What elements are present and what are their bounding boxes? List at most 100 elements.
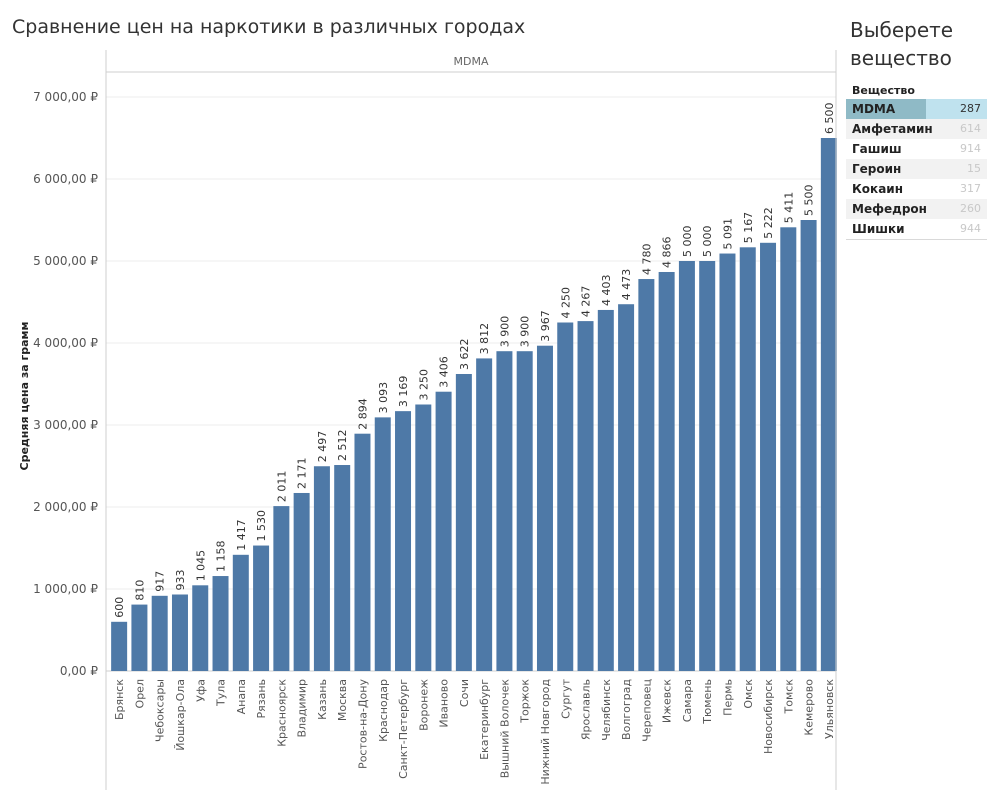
bar (760, 242, 777, 671)
x-tick-label: Владимир (296, 679, 309, 738)
value-label: 5 222 (762, 207, 775, 239)
filter-item-label: Героин (852, 162, 902, 176)
value-label: 3 812 (478, 323, 491, 355)
bar (374, 417, 391, 671)
bar (516, 351, 533, 671)
filter-item-label: MDMA (852, 102, 896, 116)
filter-item-count: 15 (967, 162, 981, 175)
bar (293, 492, 310, 671)
value-label: 600 (113, 597, 126, 618)
bar (313, 466, 330, 671)
value-label: 2 894 (356, 398, 369, 430)
selection-fill (846, 99, 926, 119)
x-tick-label: Санкт-Петербург (397, 679, 410, 779)
filter-item[interactable]: Мефедрон 260 (846, 199, 987, 219)
filter-item-count: 944 (960, 222, 981, 235)
value-label: 1 530 (255, 510, 268, 542)
bar (334, 465, 351, 671)
bar (699, 261, 716, 671)
y-tick-label: 2 000,00 ₽ (33, 500, 98, 514)
bar (496, 351, 513, 671)
bar (395, 411, 412, 671)
x-tick-label: Новосибирск (762, 679, 775, 754)
x-tick-label: Краснодар (377, 679, 390, 742)
y-tick-label: 7 000,00 ₽ (33, 90, 98, 104)
x-tick-label: Самара (681, 679, 694, 722)
value-label: 3 406 (438, 356, 451, 388)
bar (354, 433, 371, 671)
bar (678, 261, 695, 671)
value-label: 4 780 (640, 244, 653, 276)
value-label: 810 (133, 580, 146, 601)
y-tick-label: 4 000,00 ₽ (33, 336, 98, 350)
filter-item-count: 260 (960, 202, 981, 215)
value-label: 1 045 (194, 550, 207, 582)
filter-item[interactable]: Кокаин 317 (846, 179, 987, 199)
x-tick-label: Омск (742, 679, 755, 709)
value-label: 4 267 (580, 286, 593, 318)
bar (151, 595, 168, 671)
value-label: 2 497 (316, 431, 329, 463)
x-tick-label: Тюмень (701, 679, 714, 725)
bar (820, 138, 837, 671)
x-tick-label: Екатеринбург (478, 679, 491, 760)
value-label: 3 169 (397, 376, 410, 408)
value-label: 4 250 (559, 287, 572, 319)
bar (232, 554, 249, 671)
page-title: Сравнение цен на наркотики в различных г… (12, 16, 526, 38)
x-tick-label: Пермь (721, 679, 734, 716)
x-tick-label: Ярославль (580, 679, 593, 740)
substance-filter-list: MDMA 287 Амфетамин 614 Гашиш 914 Героин 15 Кокаи… (846, 99, 987, 240)
bar (577, 321, 594, 671)
filter-item[interactable]: Шишки 944 (846, 219, 987, 239)
value-label: 3 093 (377, 382, 390, 414)
filter-list-border (846, 239, 987, 240)
bar (455, 373, 472, 671)
bar (111, 621, 128, 671)
panel-label: MDMA (454, 55, 489, 68)
bar (597, 309, 614, 671)
x-tick-label: Рязань (255, 679, 268, 719)
filter-item-label: Кокаин (852, 182, 903, 196)
value-label: 933 (174, 569, 187, 590)
value-label: 3 900 (519, 316, 532, 348)
value-label: 2 011 (275, 471, 288, 503)
filter-item[interactable]: Героин 15 (846, 159, 987, 179)
bar (536, 345, 553, 671)
x-tick-label: Орел (133, 679, 146, 708)
bar (253, 545, 270, 671)
y-tick-label: 5 000,00 ₽ (33, 254, 98, 268)
value-label: 4 403 (600, 274, 613, 306)
x-tick-label: Иваново (438, 679, 451, 728)
x-tick-label: Ульяновск (823, 679, 836, 739)
value-label: 5 000 (681, 226, 694, 258)
x-tick-label: Сочи (458, 679, 471, 707)
x-tick-label: Анапа (235, 679, 248, 714)
y-axis-ticks: 0,00 ₽ 1 000,00 ₽ 2 000,00 ₽ 3 000,00 ₽ 4 00… (33, 90, 98, 678)
x-axis-ticks: Брянск Орел Чебоксары Йошкар-Ола Уфа Тула Анап… (113, 678, 836, 784)
bar (171, 594, 188, 671)
bar (557, 322, 574, 671)
y-tick-label: 1 000,00 ₽ (33, 582, 98, 596)
filter-item-label: Гашиш (852, 142, 902, 156)
bar (273, 506, 290, 671)
filter-item[interactable]: MDMA 287 (846, 99, 987, 119)
x-tick-label: Череповец (640, 679, 653, 742)
value-label: 6 500 (823, 103, 836, 135)
filter-item[interactable]: Гашиш 914 (846, 139, 987, 159)
bar (658, 271, 675, 671)
bars (111, 138, 837, 671)
filter-item[interactable]: Амфетамин 614 (846, 119, 987, 139)
bar (719, 253, 736, 671)
x-tick-label: Ижевск (661, 679, 674, 723)
x-tick-label: Нижний Новгород (539, 679, 552, 785)
filter-panel-title: Выберете вещество (850, 18, 954, 70)
x-tick-label: Волгоград (620, 679, 633, 740)
bar (415, 404, 432, 671)
value-label: 3 900 (498, 316, 511, 348)
bar (131, 604, 148, 671)
bar (476, 358, 493, 671)
x-tick-label: Воронеж (417, 679, 430, 731)
value-label: 4 473 (620, 269, 633, 301)
